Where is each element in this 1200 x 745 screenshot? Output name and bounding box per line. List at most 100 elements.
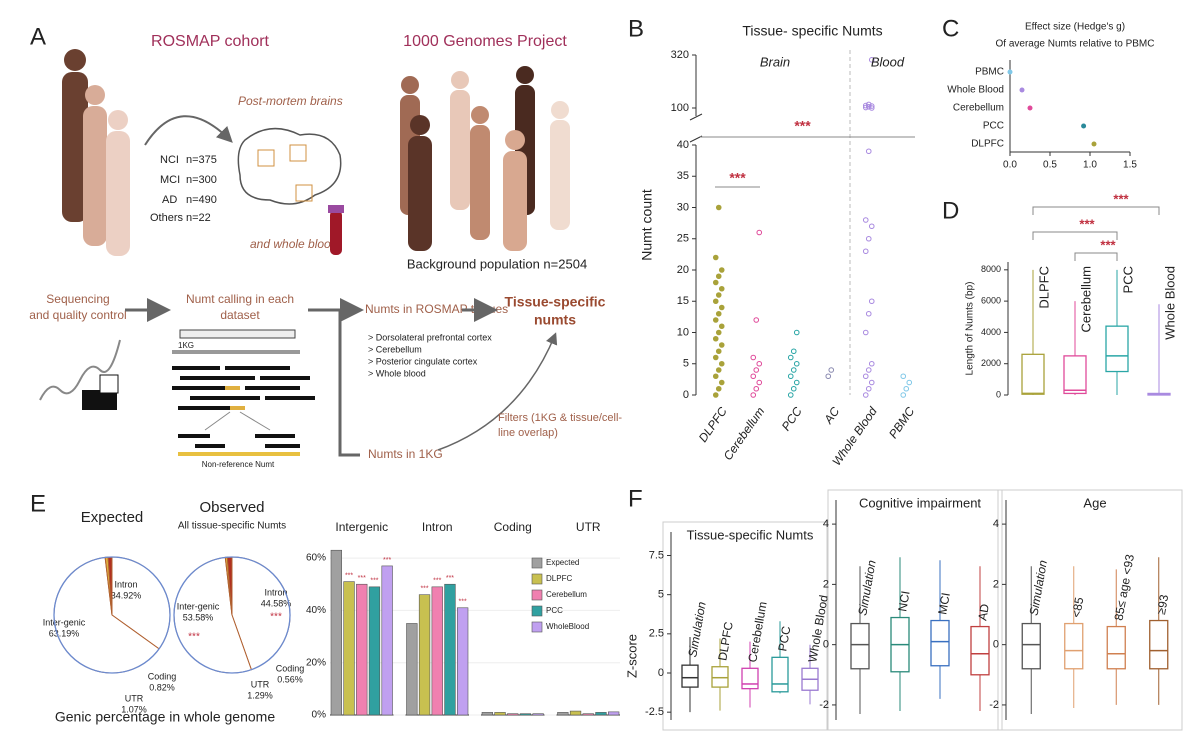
bar bbox=[582, 713, 594, 716]
y-tick-label: -2.5 bbox=[645, 706, 664, 718]
facet-title: Intron bbox=[422, 520, 453, 534]
annotation: *** bbox=[270, 612, 282, 623]
group: AD bbox=[162, 194, 177, 206]
slice-value: 0.82% bbox=[149, 682, 175, 692]
y-tick-label: 2.5 bbox=[649, 628, 664, 640]
annotation: *** bbox=[188, 632, 200, 643]
category-label: Cerebellum bbox=[745, 601, 769, 664]
x-tick-label: 0.5 bbox=[1043, 160, 1057, 171]
slice-label: Intron bbox=[114, 579, 137, 589]
region-box bbox=[295, 184, 313, 202]
annotation: *** bbox=[459, 599, 467, 606]
result: numts bbox=[534, 312, 576, 328]
connector bbox=[308, 308, 360, 457]
y-tick-label: 10 bbox=[677, 326, 689, 338]
legend-swatch bbox=[531, 621, 543, 633]
reads bbox=[172, 350, 315, 456]
legend-swatch bbox=[531, 605, 543, 617]
panel-frame bbox=[997, 489, 1183, 731]
point bbox=[753, 385, 760, 392]
y-tick-label: 5 bbox=[683, 358, 689, 370]
annotation: *** bbox=[1113, 191, 1129, 206]
x-tick-label: PCC bbox=[779, 404, 805, 433]
label: Post-mortem brains bbox=[238, 94, 343, 108]
category-label: PCC bbox=[1120, 266, 1135, 293]
cohort-title: ROSMAP cohort bbox=[151, 33, 270, 50]
category-label: MCI bbox=[935, 592, 953, 616]
category-label: 85≤ age <93 bbox=[1112, 553, 1137, 622]
point bbox=[712, 254, 719, 261]
axis-title: Length of Numts (bp) bbox=[965, 282, 976, 376]
point bbox=[712, 279, 719, 286]
region-box bbox=[257, 149, 275, 167]
point bbox=[862, 102, 869, 109]
panel-label: F bbox=[628, 485, 643, 512]
point bbox=[862, 217, 869, 223]
bar bbox=[532, 713, 544, 716]
point bbox=[825, 373, 832, 380]
annotation: *** bbox=[446, 575, 454, 582]
point bbox=[1091, 141, 1097, 147]
point bbox=[750, 354, 757, 361]
annotation: *** bbox=[383, 557, 391, 564]
bar bbox=[418, 594, 431, 716]
group-list: NCI n=375 MCI n=300 AD n=490 Others n=22 bbox=[150, 154, 217, 224]
point bbox=[715, 292, 722, 298]
annotation: *** bbox=[370, 578, 378, 585]
group: Others bbox=[150, 212, 184, 224]
step: Sequencing bbox=[46, 292, 109, 306]
point bbox=[1027, 105, 1033, 111]
box bbox=[1021, 353, 1045, 395]
legend-label: PCC bbox=[546, 606, 563, 615]
y-tick-label: 0 bbox=[996, 389, 1001, 399]
bar bbox=[595, 712, 607, 716]
y-tick-label: 40 bbox=[677, 139, 689, 151]
bracket bbox=[1032, 231, 1118, 240]
point bbox=[787, 392, 794, 398]
arrow bbox=[437, 332, 558, 451]
y-tick-label: 4 bbox=[993, 518, 999, 530]
point bbox=[790, 385, 797, 392]
legend-swatch bbox=[531, 557, 543, 569]
box bbox=[741, 667, 759, 690]
y-tick-label: 0 bbox=[823, 639, 829, 651]
box bbox=[1105, 325, 1129, 373]
box bbox=[1063, 355, 1087, 395]
y-tick-label: 25 bbox=[677, 233, 689, 245]
y-tick-label: 2 bbox=[823, 578, 829, 590]
point bbox=[862, 248, 869, 255]
point bbox=[868, 379, 875, 386]
bracket bbox=[1074, 252, 1118, 261]
point bbox=[1081, 123, 1087, 129]
chart-subtitle: Of average Numts relative to PBMC bbox=[996, 39, 1155, 50]
bar bbox=[406, 623, 418, 716]
y-tick-label: 30 bbox=[677, 201, 689, 213]
tissue: > Cerebellum bbox=[368, 344, 422, 354]
chart-title: Tissue- specific Numts bbox=[742, 23, 882, 39]
arrow bbox=[144, 115, 233, 146]
step: Numts in ROSMAP tissues bbox=[365, 302, 508, 316]
y-tick-label: 20 bbox=[677, 264, 689, 276]
chart-title: Expected bbox=[81, 509, 144, 526]
point bbox=[865, 310, 872, 317]
box bbox=[1149, 619, 1169, 670]
step: Numt calling in each bbox=[186, 292, 294, 306]
category-label: DLPFC bbox=[1036, 266, 1051, 309]
box bbox=[771, 656, 789, 693]
result: Tissue-specific bbox=[505, 294, 606, 310]
y-tick-label: 0 bbox=[658, 667, 664, 679]
bracket bbox=[1032, 206, 1160, 215]
pie-outline bbox=[173, 556, 291, 674]
x-tick-label: 1.0 bbox=[1083, 160, 1097, 171]
point bbox=[756, 379, 763, 386]
point bbox=[712, 373, 719, 380]
chart-title: Observed bbox=[199, 499, 264, 516]
box bbox=[711, 666, 729, 688]
annotation: *** bbox=[729, 170, 746, 186]
box bbox=[970, 625, 990, 676]
point bbox=[1007, 69, 1013, 75]
point bbox=[868, 105, 875, 111]
annotation: *** bbox=[420, 586, 428, 593]
point bbox=[900, 373, 907, 380]
point bbox=[718, 285, 725, 292]
